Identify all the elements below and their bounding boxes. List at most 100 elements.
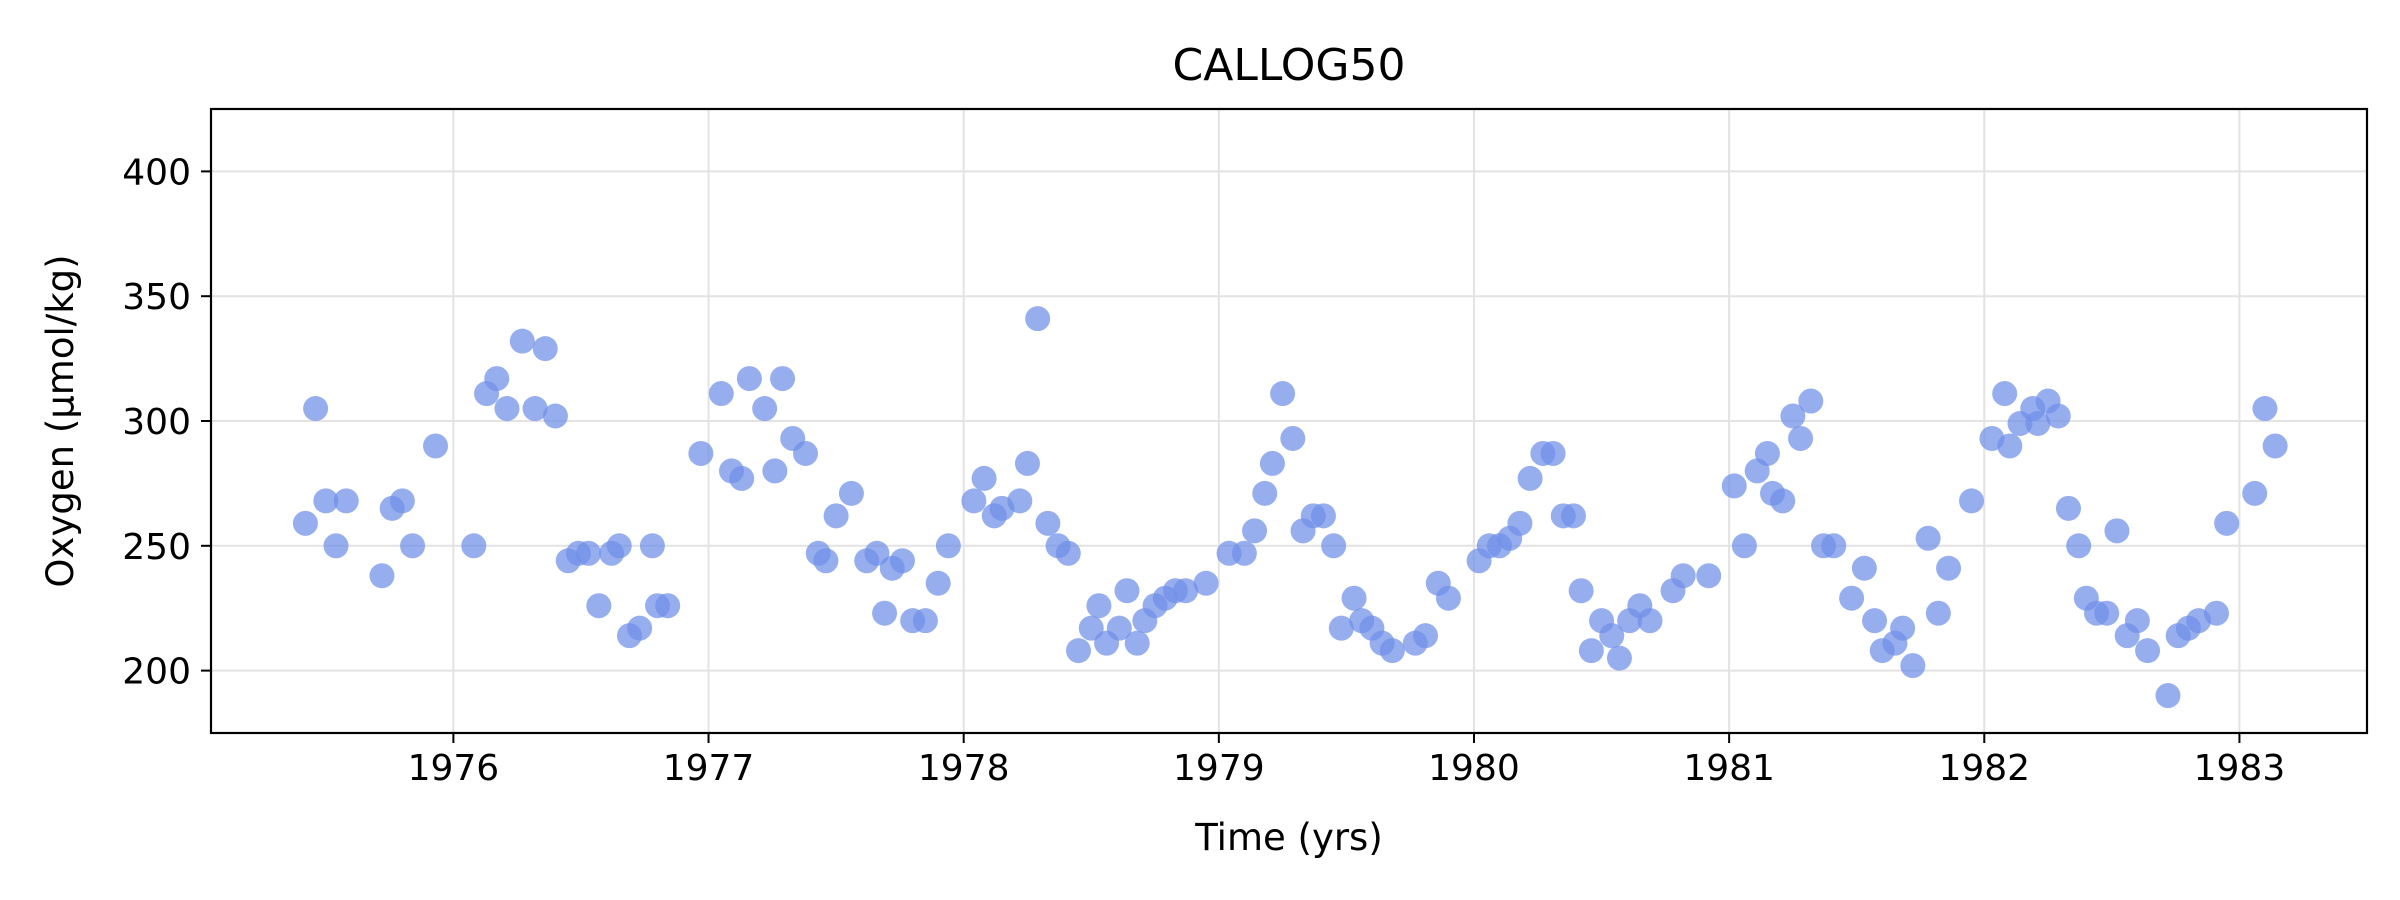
data-point	[1517, 465, 1543, 491]
data-point	[1270, 381, 1296, 407]
data-point	[323, 533, 349, 559]
data-point	[1035, 510, 1061, 536]
y-tick-label: 350	[122, 277, 191, 318]
data-point	[864, 540, 890, 566]
data-point	[2124, 608, 2150, 634]
data-point	[2262, 433, 2288, 459]
data-point	[1540, 440, 1566, 466]
data-point	[1696, 563, 1722, 589]
data-point	[2066, 533, 2092, 559]
data-point	[542, 403, 568, 429]
data-point	[971, 465, 997, 491]
data-point	[576, 540, 602, 566]
chart-title: CALLOG50	[1173, 40, 1406, 91]
data-point	[2025, 410, 2051, 436]
data-point	[2055, 495, 2081, 521]
data-point	[1992, 381, 2018, 407]
grid	[211, 109, 2367, 733]
axis-ticks: 1976 1977 1978 1979 1980 1981 1982 1983 200 250 30…	[122, 152, 2285, 789]
data-point	[1280, 425, 1306, 451]
data-point	[1637, 608, 1663, 634]
data-point	[509, 328, 535, 354]
x-tick-label: 1979	[1173, 748, 1265, 789]
data-point	[1821, 533, 1847, 559]
data-point	[369, 563, 395, 589]
data-point	[1839, 585, 1865, 611]
data-point	[1379, 638, 1405, 664]
x-tick-label: 1982	[1938, 748, 2030, 789]
data-point	[872, 600, 898, 626]
data-point	[762, 458, 788, 484]
x-axis-label: Time (yrs)	[1194, 816, 1383, 859]
x-tick-label: 1978	[918, 748, 1010, 789]
data-point	[1310, 503, 1336, 529]
data-point	[1507, 510, 1533, 536]
data-point	[813, 548, 839, 574]
data-point	[1435, 585, 1461, 611]
data-point	[1242, 518, 1268, 544]
data-point	[838, 480, 864, 506]
data-point	[708, 381, 734, 407]
data-point	[2104, 518, 2130, 544]
data-point	[1788, 425, 1814, 451]
data-point	[389, 488, 415, 514]
data-point	[461, 533, 487, 559]
data-point	[1925, 600, 1951, 626]
data-point	[1959, 488, 1985, 514]
data-point	[606, 533, 632, 559]
data-point	[1066, 638, 1092, 664]
data-point	[639, 533, 665, 559]
data-point	[1900, 653, 1926, 679]
data-point	[770, 366, 796, 392]
data-point	[2242, 480, 2268, 506]
data-point	[1862, 608, 1888, 634]
data-point	[1173, 578, 1199, 604]
data-point	[586, 593, 612, 619]
data-point	[736, 366, 762, 392]
data-point	[522, 396, 548, 422]
y-tick-label: 300	[122, 402, 191, 443]
data-point	[1124, 630, 1150, 656]
data-point	[752, 396, 778, 422]
data-point	[333, 488, 359, 514]
data-point	[1328, 615, 1354, 641]
x-tick-label: 1983	[2194, 748, 2286, 789]
data-point	[1731, 533, 1757, 559]
data-point	[1936, 555, 1962, 581]
data-point	[1851, 555, 1877, 581]
x-tick-label: 1977	[663, 748, 755, 789]
data-point	[2045, 403, 2071, 429]
data-point	[1568, 578, 1594, 604]
data-point	[484, 366, 510, 392]
data-point	[1114, 578, 1140, 604]
data-point	[1599, 623, 1625, 649]
data-point	[1915, 525, 1941, 551]
data-point	[627, 615, 653, 641]
data-point	[1014, 450, 1040, 476]
data-point	[2155, 683, 2181, 709]
data-point	[925, 570, 951, 596]
data-point	[2252, 396, 2278, 422]
data-point	[2135, 638, 2161, 664]
data-point	[729, 465, 755, 491]
data-point	[2094, 600, 2120, 626]
y-tick-label: 250	[122, 527, 191, 568]
data-point	[1231, 540, 1257, 566]
data-points	[292, 306, 2288, 709]
data-point	[1780, 403, 1806, 429]
x-tick-label: 1980	[1428, 748, 1520, 789]
data-point	[1106, 615, 1132, 641]
data-point	[400, 533, 426, 559]
data-point	[912, 608, 938, 634]
data-point	[935, 533, 961, 559]
data-point	[1341, 585, 1367, 611]
data-point	[1252, 480, 1278, 506]
data-point	[1798, 388, 1824, 414]
data-point	[423, 433, 449, 459]
data-point	[1997, 433, 2023, 459]
data-point	[303, 396, 329, 422]
data-point	[1193, 570, 1219, 596]
data-point	[961, 488, 987, 514]
y-axis-label: Oxygen (µmol/kg)	[39, 254, 82, 587]
